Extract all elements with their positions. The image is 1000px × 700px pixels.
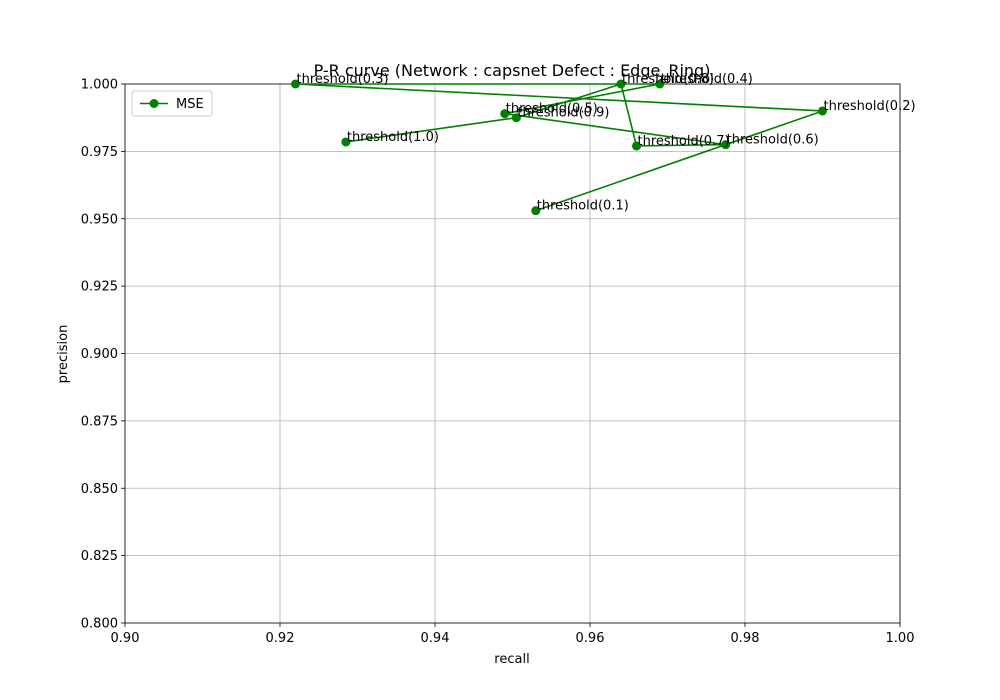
legend-label: MSE [176, 97, 204, 112]
y-axis-label: precision [56, 325, 71, 384]
y-tick-label: 0.900 [81, 347, 118, 362]
y-tick-label: 0.825 [81, 549, 118, 564]
point-annotation: threshold(0.8) [622, 72, 714, 87]
x-tick-label: 0.92 [266, 631, 295, 646]
y-tick-label: 0.950 [81, 212, 118, 227]
y-tick-label: 0.875 [81, 414, 118, 429]
x-tick-label: 0.90 [111, 631, 140, 646]
legend: MSE [131, 90, 213, 117]
x-tick-label: 0.94 [421, 631, 450, 646]
data-point [632, 141, 641, 151]
data-point [341, 137, 351, 147]
point-annotation: threshold(0.4) [661, 72, 753, 87]
series-mse [291, 79, 827, 216]
point-annotation: threshold(0.2) [824, 99, 916, 114]
data-point [616, 79, 626, 89]
series-line [295, 82, 823, 212]
point-annotation: threshold(0.3) [297, 72, 389, 87]
legend-marker [149, 99, 159, 108]
data-point [721, 140, 731, 150]
point-annotation: threshold(0.5) [506, 102, 598, 117]
point-annotation: threshold(1.0) [347, 130, 439, 145]
point-annotations: threshold(0.1) threshold(0.2) threshold(0.… [297, 72, 916, 214]
data-point [291, 79, 300, 89]
chart-title: P-R curve (Network : capsnet Defect : Ed… [314, 61, 711, 81]
data-point [500, 109, 510, 119]
point-annotation: threshold(0.9) [517, 106, 609, 121]
x-tick-label: 0.98 [731, 631, 760, 646]
data-point [531, 206, 541, 216]
ticks: 0.90 0.92 0.94 0.96 0.98 1.00 0.800 0.825 0.850 0… [81, 78, 915, 647]
x-tick-label: 0.96 [576, 631, 605, 646]
point-annotation: threshold(0.7) [638, 134, 730, 149]
x-axis-label: recall [494, 652, 529, 667]
point-annotation: threshold(0.6) [727, 133, 819, 148]
data-point [818, 106, 827, 116]
y-tick-label: 0.975 [81, 145, 118, 160]
data-point [511, 113, 521, 123]
y-tick-label: 0.925 [81, 280, 118, 295]
data-point [655, 79, 665, 89]
x-tick-label: 1.00 [886, 631, 915, 646]
y-tick-label: 0.800 [81, 617, 118, 632]
point-annotation: threshold(0.1) [537, 199, 629, 214]
y-tick-label: 1.000 [81, 78, 118, 93]
legend-box [131, 90, 213, 117]
y-tick-label: 0.850 [81, 482, 118, 497]
